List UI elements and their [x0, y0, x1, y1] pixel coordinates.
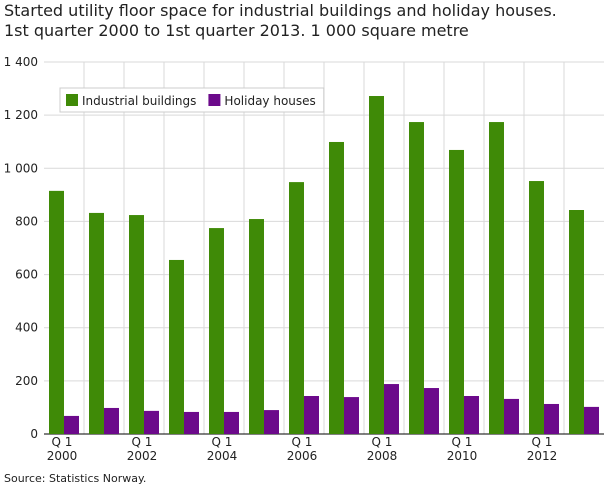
bar — [569, 210, 584, 434]
y-tick-label: 200 — [15, 374, 38, 388]
bar — [584, 406, 599, 434]
bar — [449, 149, 464, 435]
legend-label: Industrial buildings — [82, 94, 196, 108]
y-tick-label: 0 — [30, 427, 38, 441]
bar — [184, 411, 199, 434]
bar — [464, 396, 479, 434]
y-tick-label: 600 — [15, 268, 38, 282]
bar — [544, 403, 559, 434]
x-tick-label: Q 1 2008 — [367, 435, 398, 463]
bar — [249, 219, 264, 434]
bar — [209, 228, 224, 434]
chart-subtitle: 1st quarter 2000 to 1st quarter 2013. 1 … — [4, 21, 469, 40]
y-tick-label: 1 000 — [4, 161, 38, 175]
legend-swatch — [208, 94, 221, 106]
x-tick-label: Q 1 2006 — [287, 435, 318, 463]
y-tick-label: 1 200 — [4, 108, 38, 122]
x-tick-label: Q 1 2004 — [207, 435, 238, 463]
bar — [329, 141, 344, 435]
bar — [344, 397, 359, 434]
x-tick-label: Q 1 2000 — [47, 435, 78, 463]
bar — [104, 407, 119, 434]
bar — [64, 415, 79, 434]
bar — [489, 122, 504, 435]
bar — [504, 398, 519, 434]
x-tick-label: Q 1 2002 — [127, 435, 158, 463]
bar — [89, 212, 104, 434]
bar — [289, 182, 304, 434]
y-tick-label: 400 — [15, 321, 38, 335]
bar — [144, 410, 159, 434]
bar — [264, 410, 279, 434]
x-tick-label: Q 1 2010 — [447, 435, 478, 463]
bar — [129, 215, 144, 434]
y-tick-label: 1 400 — [4, 55, 38, 69]
chart-title: Started utility floor space for industri… — [4, 1, 557, 20]
bar — [384, 384, 399, 434]
legend-label: Holiday houses — [224, 94, 315, 108]
source: Source: Statistics Norway. — [4, 472, 146, 485]
bar — [409, 122, 424, 435]
bar — [169, 259, 184, 434]
y-tick-label: 800 — [15, 214, 38, 228]
legend-box — [59, 87, 325, 113]
bar — [424, 388, 439, 434]
bar — [369, 96, 384, 435]
bar — [529, 181, 544, 434]
bar — [304, 396, 319, 434]
legend-swatch — [66, 94, 78, 106]
bar — [224, 411, 239, 434]
bar — [49, 190, 64, 434]
x-tick-label: Q 1 2012 — [527, 435, 558, 463]
